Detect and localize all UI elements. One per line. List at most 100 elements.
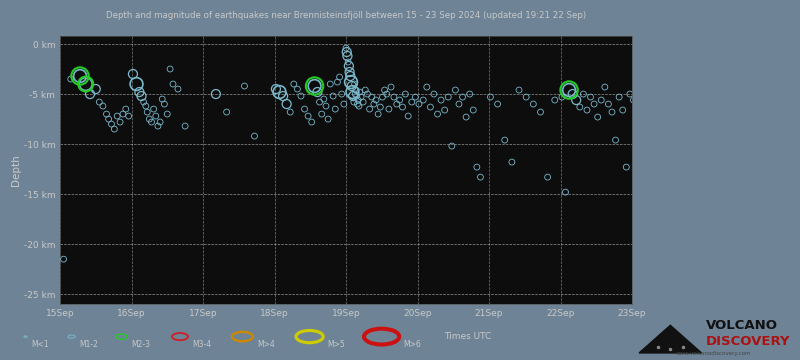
Point xyxy=(344,73,357,79)
Point xyxy=(378,87,391,93)
Point xyxy=(141,109,154,115)
Point xyxy=(97,103,110,109)
Point xyxy=(64,76,77,82)
Point xyxy=(339,45,352,51)
Point xyxy=(164,66,177,72)
Point xyxy=(119,106,132,112)
Point xyxy=(353,89,366,95)
Point xyxy=(506,159,518,165)
Point xyxy=(102,116,115,122)
Point xyxy=(273,89,286,95)
Point xyxy=(114,119,126,125)
Point xyxy=(178,123,191,129)
Point xyxy=(584,94,597,100)
Point xyxy=(413,101,426,107)
Point xyxy=(341,53,354,59)
Point xyxy=(117,111,130,117)
Point xyxy=(156,96,169,102)
Point xyxy=(588,101,601,107)
Point xyxy=(79,81,92,87)
Point xyxy=(74,73,86,79)
Point xyxy=(238,83,251,89)
Point xyxy=(456,94,469,100)
Point xyxy=(57,256,70,262)
Point xyxy=(90,86,102,92)
Point xyxy=(315,111,328,117)
Point xyxy=(126,71,139,77)
Point xyxy=(627,97,640,103)
Point xyxy=(130,81,143,87)
Point xyxy=(387,94,400,100)
Point xyxy=(562,87,575,93)
Point xyxy=(359,87,372,93)
Point xyxy=(394,97,406,103)
Point xyxy=(342,63,355,69)
Point xyxy=(370,97,382,103)
Point xyxy=(338,101,350,107)
Point xyxy=(302,113,314,119)
Point xyxy=(329,106,342,112)
Point xyxy=(374,104,386,110)
Text: Depth and magnitude of earthquakes near Brennisteinsfjöll between 15 - 23 Sep 20: Depth and magnitude of earthquakes near … xyxy=(106,11,586,20)
Point xyxy=(542,174,554,180)
Point xyxy=(349,91,362,97)
Point xyxy=(595,97,608,103)
Point xyxy=(306,119,318,125)
Point xyxy=(467,107,480,113)
Text: M>6: M>6 xyxy=(403,340,421,349)
Point xyxy=(609,137,622,143)
Point xyxy=(111,113,124,119)
Point xyxy=(171,86,184,92)
Point xyxy=(453,101,466,107)
Point xyxy=(406,99,418,105)
Point xyxy=(326,93,339,99)
Point xyxy=(460,114,473,120)
Point xyxy=(100,111,113,117)
Point xyxy=(591,114,604,120)
Point xyxy=(143,116,156,122)
Point xyxy=(431,111,444,117)
Point xyxy=(345,79,358,85)
Point xyxy=(346,93,359,99)
Point xyxy=(147,106,160,112)
Point xyxy=(559,189,572,195)
Point xyxy=(363,106,376,112)
Point xyxy=(598,84,611,90)
Point xyxy=(294,93,307,99)
Point xyxy=(399,91,412,97)
Point xyxy=(105,121,118,127)
Point xyxy=(161,111,174,117)
Point xyxy=(331,79,344,85)
Point xyxy=(566,91,579,97)
Point xyxy=(93,99,106,105)
Point xyxy=(354,94,367,100)
Point xyxy=(555,94,568,100)
Point xyxy=(361,91,374,97)
Point xyxy=(438,107,451,113)
Point xyxy=(122,113,135,119)
Point xyxy=(347,99,360,105)
Point xyxy=(484,94,497,100)
Point xyxy=(376,94,389,100)
Point xyxy=(409,94,422,100)
Point xyxy=(434,97,447,103)
Point xyxy=(616,107,629,113)
Y-axis label: Depth: Depth xyxy=(10,154,21,186)
Point xyxy=(287,81,300,87)
Point xyxy=(308,83,321,89)
Point xyxy=(308,83,321,89)
Point xyxy=(313,99,326,105)
Point xyxy=(581,107,594,113)
Text: M<1: M<1 xyxy=(31,340,49,349)
Point xyxy=(385,84,398,90)
Point xyxy=(570,97,582,103)
Polygon shape xyxy=(639,325,702,353)
Point xyxy=(427,91,440,97)
Point xyxy=(350,87,362,93)
Text: M1-2: M1-2 xyxy=(79,340,98,349)
Point xyxy=(333,74,346,80)
Point xyxy=(322,116,334,122)
Point xyxy=(520,94,533,100)
Point xyxy=(498,137,511,143)
Text: DISCOVERY: DISCOVERY xyxy=(706,335,790,348)
